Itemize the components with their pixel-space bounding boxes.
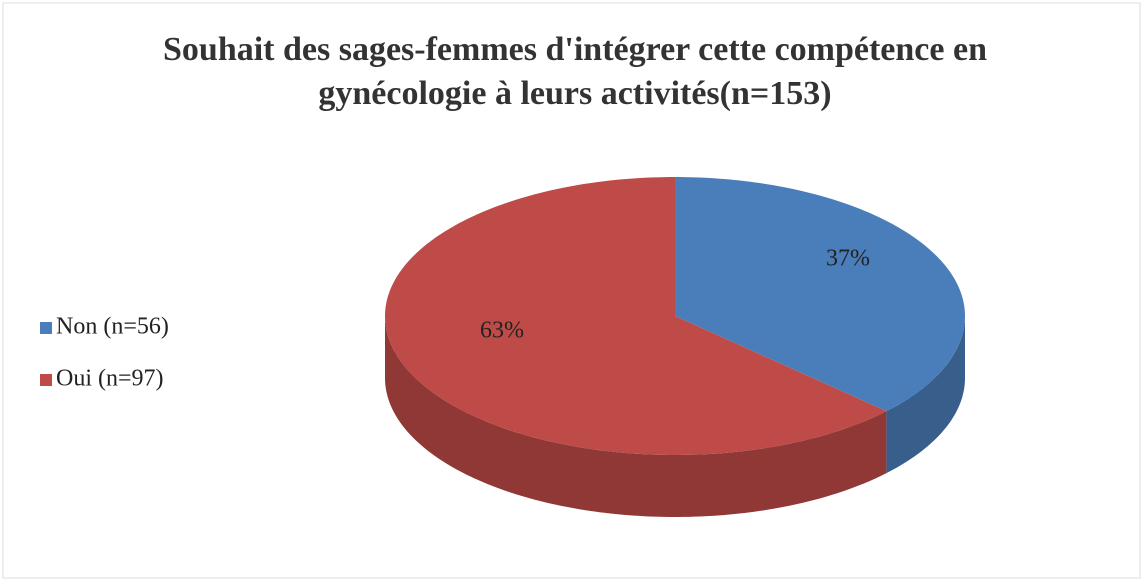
chart-title: Souhait des sages-femmes d'intégrer cett… [163, 31, 987, 112]
legend-swatch [40, 322, 52, 334]
pie-side [385, 316, 887, 517]
pie-side [886, 316, 965, 474]
legend-label: Oui (n=97) [56, 366, 164, 392]
data-label: 63% [480, 317, 524, 343]
legend-label: Non (n=56) [56, 314, 169, 340]
pie-slice [675, 177, 965, 412]
legend-swatch [40, 374, 52, 386]
data-label: 37% [826, 246, 870, 272]
pie-slice [385, 177, 887, 455]
